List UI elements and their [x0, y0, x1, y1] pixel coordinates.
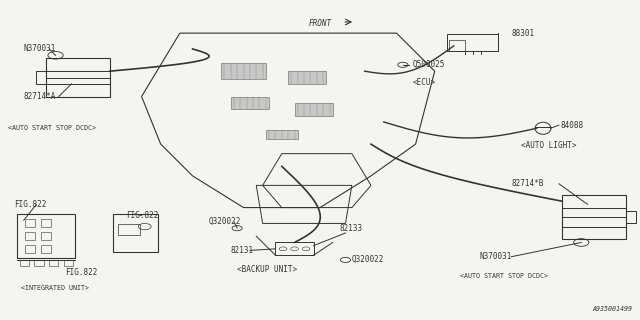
- Text: 82131: 82131: [231, 246, 254, 255]
- Text: <INTEGRATED UNIT>: <INTEGRATED UNIT>: [20, 285, 88, 292]
- Text: FIG.822: FIG.822: [125, 211, 158, 220]
- Text: A935001499: A935001499: [592, 306, 632, 312]
- Bar: [41, 220, 51, 228]
- Bar: [26, 245, 35, 253]
- Bar: [46, 59, 109, 97]
- Text: 82714*B: 82714*B: [511, 179, 543, 188]
- Text: 82133: 82133: [339, 224, 362, 233]
- Bar: [449, 40, 465, 51]
- Text: FRONT: FRONT: [308, 19, 332, 28]
- Text: <AUTO LIGHT>: <AUTO LIGHT>: [521, 141, 576, 150]
- Bar: [49, 260, 58, 266]
- Text: <BACKUP UNIT>: <BACKUP UNIT>: [237, 265, 298, 274]
- Bar: [41, 245, 51, 253]
- Text: FIG.822: FIG.822: [65, 268, 97, 277]
- Text: 84088: 84088: [561, 121, 584, 130]
- Bar: [36, 71, 45, 84]
- Text: Q320022: Q320022: [209, 217, 241, 226]
- Text: 88301: 88301: [511, 28, 534, 38]
- Text: <ECU>: <ECU>: [412, 78, 436, 87]
- Bar: [626, 211, 636, 223]
- Text: N370031: N370031: [479, 252, 512, 261]
- Bar: [221, 63, 266, 79]
- Bar: [34, 260, 44, 266]
- Bar: [26, 220, 35, 228]
- Bar: [275, 243, 314, 255]
- Bar: [63, 260, 73, 266]
- Bar: [20, 260, 29, 266]
- Bar: [113, 214, 157, 252]
- Bar: [288, 71, 326, 84]
- Text: Q500025: Q500025: [412, 60, 445, 69]
- Bar: [26, 232, 35, 240]
- Bar: [562, 195, 626, 239]
- Bar: [41, 232, 51, 240]
- Text: N370031: N370031: [24, 44, 56, 53]
- Text: FIG.822: FIG.822: [14, 200, 47, 209]
- Bar: [118, 224, 140, 235]
- Bar: [266, 130, 298, 140]
- Text: Q320022: Q320022: [352, 255, 384, 264]
- Text: <AUTO START STOP DCDC>: <AUTO START STOP DCDC>: [8, 125, 96, 131]
- Text: <AUTO START STOP DCDC>: <AUTO START STOP DCDC>: [460, 273, 548, 279]
- Bar: [17, 214, 75, 258]
- Text: 82714*A: 82714*A: [24, 92, 56, 101]
- Bar: [231, 97, 269, 109]
- Bar: [294, 103, 333, 116]
- Bar: [447, 34, 499, 51]
